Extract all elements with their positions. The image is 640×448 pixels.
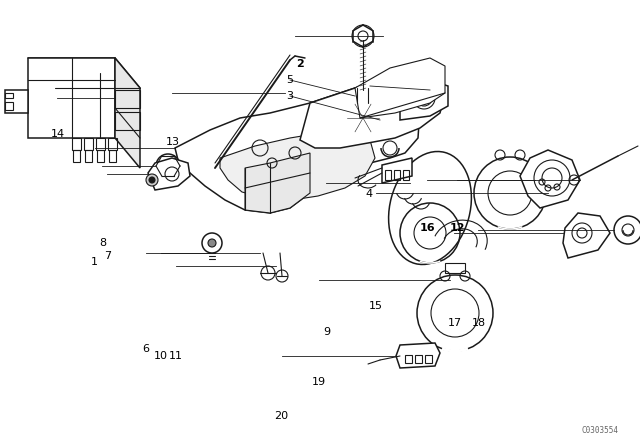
Polygon shape bbox=[28, 58, 140, 88]
Bar bbox=[385, 170, 391, 180]
Text: 12: 12 bbox=[449, 224, 465, 233]
Text: 7: 7 bbox=[104, 251, 111, 261]
Polygon shape bbox=[352, 88, 374, 103]
Bar bbox=[115, 90, 140, 108]
Polygon shape bbox=[175, 80, 420, 213]
Polygon shape bbox=[115, 58, 140, 168]
Polygon shape bbox=[396, 343, 440, 368]
Text: 6: 6 bbox=[143, 344, 149, 353]
Bar bbox=[425, 355, 432, 363]
Polygon shape bbox=[148, 158, 190, 190]
Text: 14: 14 bbox=[51, 129, 65, 139]
Text: 13: 13 bbox=[166, 138, 180, 147]
Bar bbox=[85, 150, 92, 162]
Bar bbox=[403, 170, 409, 180]
Text: 4: 4 bbox=[365, 189, 372, 198]
Bar bbox=[109, 150, 116, 162]
Bar bbox=[445, 263, 465, 273]
Text: 20: 20 bbox=[275, 411, 289, 421]
Text: 9: 9 bbox=[323, 327, 330, 337]
Text: 19: 19 bbox=[312, 377, 326, 387]
Text: 1: 1 bbox=[92, 257, 98, 267]
Bar bbox=[73, 150, 80, 162]
Text: 11: 11 bbox=[169, 351, 183, 361]
Bar bbox=[72, 138, 81, 150]
Bar bbox=[96, 138, 105, 150]
Polygon shape bbox=[400, 80, 448, 120]
Text: 2: 2 bbox=[296, 59, 303, 69]
Text: 16: 16 bbox=[420, 224, 435, 233]
Text: 3: 3 bbox=[287, 91, 293, 101]
Polygon shape bbox=[5, 90, 28, 113]
Polygon shape bbox=[382, 158, 412, 183]
Polygon shape bbox=[220, 130, 375, 200]
Bar bbox=[5, 93, 13, 98]
Polygon shape bbox=[245, 153, 310, 213]
Polygon shape bbox=[28, 58, 115, 138]
Text: 8: 8 bbox=[99, 238, 106, 248]
Text: 10: 10 bbox=[154, 351, 168, 361]
Ellipse shape bbox=[388, 151, 472, 264]
Circle shape bbox=[205, 169, 215, 179]
Bar bbox=[84, 138, 93, 150]
Text: 18: 18 bbox=[472, 319, 486, 328]
Polygon shape bbox=[355, 58, 445, 118]
Bar bbox=[5, 102, 13, 110]
Circle shape bbox=[146, 174, 158, 186]
Bar bbox=[115, 112, 140, 130]
Circle shape bbox=[149, 177, 155, 183]
Text: 17: 17 bbox=[447, 319, 461, 328]
Bar bbox=[108, 138, 117, 150]
Text: 5: 5 bbox=[287, 75, 293, 85]
Bar bbox=[415, 355, 422, 363]
Polygon shape bbox=[300, 73, 445, 148]
Text: 15: 15 bbox=[369, 301, 383, 310]
Bar bbox=[405, 355, 412, 363]
Polygon shape bbox=[563, 213, 610, 258]
Bar bbox=[97, 150, 104, 162]
Circle shape bbox=[208, 239, 216, 247]
Polygon shape bbox=[520, 150, 580, 208]
Bar bbox=[394, 170, 400, 180]
Text: C0303554: C0303554 bbox=[582, 426, 618, 435]
